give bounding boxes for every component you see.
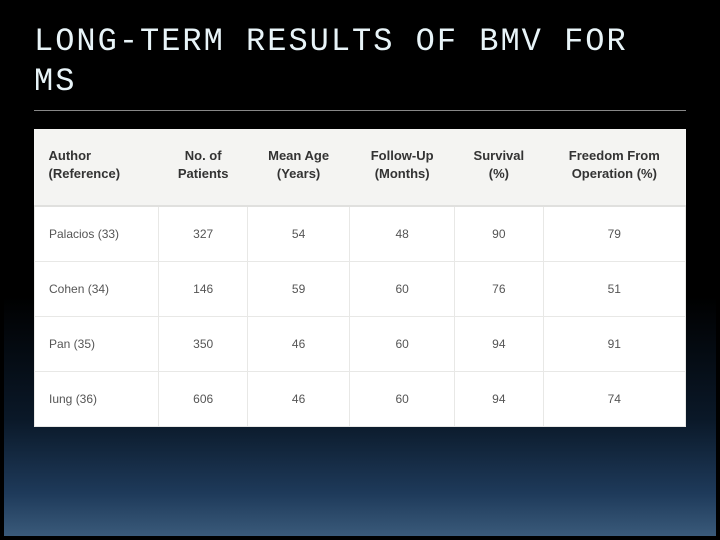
col-freedom: Freedom FromOperation (%) (543, 129, 685, 206)
cell-patients: 606 (159, 372, 248, 427)
col-author: Author(Reference) (35, 129, 159, 206)
table-row: Palacios (33) 327 54 48 90 79 (35, 206, 686, 262)
cell-age: 46 (247, 317, 349, 372)
slide: LONG-TERM RESULTS OF BMV FOR MS Author(R… (0, 0, 720, 540)
cell-survival: 76 (455, 262, 544, 317)
table-header-row: Author(Reference) No. ofPatients Mean Ag… (35, 129, 686, 206)
cell-freedom: 79 (543, 206, 685, 262)
table-row: Pan (35) 350 46 60 94 91 (35, 317, 686, 372)
col-followup: Follow-Up(Months) (350, 129, 455, 206)
page-title: LONG-TERM RESULTS OF BMV FOR MS (4, 4, 716, 110)
cell-survival: 94 (455, 317, 544, 372)
cell-survival: 94 (455, 372, 544, 427)
cell-age: 54 (247, 206, 349, 262)
col-patients: No. ofPatients (159, 129, 248, 206)
cell-freedom: 74 (543, 372, 685, 427)
results-table: Author(Reference) No. ofPatients Mean Ag… (34, 129, 686, 427)
cell-followup: 60 (350, 262, 455, 317)
cell-patients: 350 (159, 317, 248, 372)
cell-author: Iung (36) (35, 372, 159, 427)
cell-age: 59 (247, 262, 349, 317)
cell-age: 46 (247, 372, 349, 427)
col-age: Mean Age(Years) (247, 129, 349, 206)
cell-followup: 60 (350, 317, 455, 372)
cell-followup: 48 (350, 206, 455, 262)
cell-followup: 60 (350, 372, 455, 427)
cell-author: Cohen (34) (35, 262, 159, 317)
col-survival: Survival(%) (455, 129, 544, 206)
cell-author: Pan (35) (35, 317, 159, 372)
cell-freedom: 91 (543, 317, 685, 372)
results-table-container: Author(Reference) No. ofPatients Mean Ag… (34, 129, 686, 427)
cell-patients: 146 (159, 262, 248, 317)
table-row: Iung (36) 606 46 60 94 74 (35, 372, 686, 427)
cell-author: Palacios (33) (35, 206, 159, 262)
cell-survival: 90 (455, 206, 544, 262)
title-underline (34, 110, 686, 111)
cell-patients: 327 (159, 206, 248, 262)
table-row: Cohen (34) 146 59 60 76 51 (35, 262, 686, 317)
cell-freedom: 51 (543, 262, 685, 317)
